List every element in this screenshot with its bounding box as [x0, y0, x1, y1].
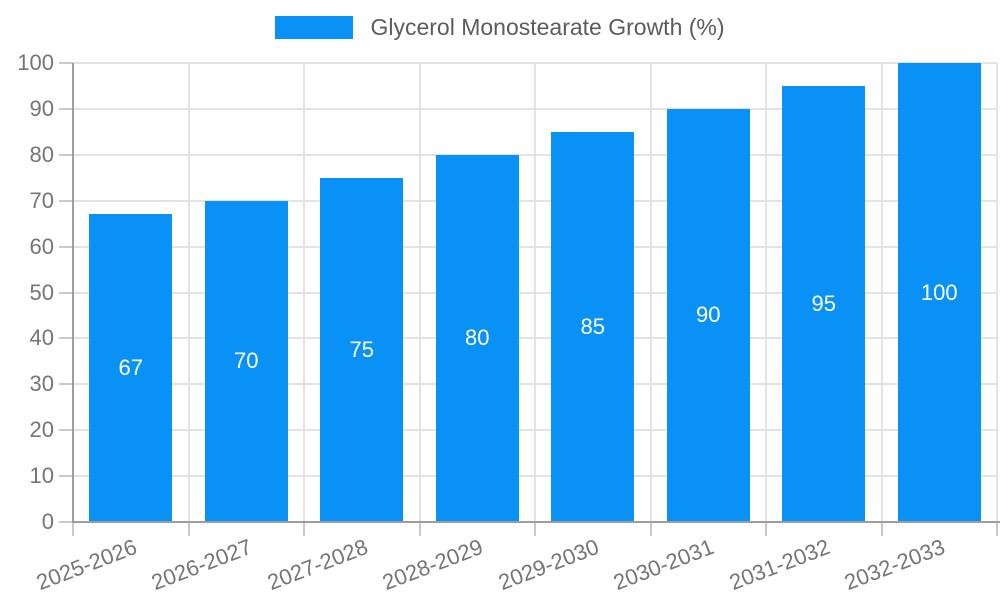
plot-area: 67 70 75 80 85 90 95 100: [72, 62, 998, 522]
y-axis-tick: [59, 62, 73, 64]
y-axis-tick: [59, 291, 73, 294]
x-axis-label: 2031-2032: [725, 534, 833, 596]
bar-2032-2033: [897, 63, 981, 522]
y-axis-tick: [59, 245, 73, 248]
y-axis-label: 60: [29, 233, 54, 259]
y-axis-label: 40: [29, 325, 54, 351]
gridline-vertical: [303, 63, 305, 522]
gridline-vertical: [418, 63, 421, 522]
x-axis-label: 2026-2027: [148, 534, 256, 596]
y-axis-tick: [59, 383, 73, 386]
x-axis-label: 2032-2033: [841, 534, 949, 596]
legend-swatch: [275, 15, 354, 39]
y-axis-label: 10: [29, 463, 54, 489]
gridline-vertical: [996, 63, 998, 522]
y-axis-tick: [59, 337, 73, 340]
y-axis-tick: [59, 153, 73, 156]
bar-value-label: 80: [465, 325, 490, 351]
y-axis-tick: [59, 107, 73, 110]
bar-2030-2031: [666, 108, 750, 522]
bar-2029-2030: [551, 131, 635, 522]
gridline-vertical: [534, 63, 536, 522]
y-axis-label: 80: [29, 141, 54, 167]
gridline-vertical: [649, 63, 652, 522]
legend-label: Glycerol Monostearate Growth (%): [370, 14, 725, 40]
y-axis-tick: [59, 199, 73, 202]
bar-value-label: 85: [580, 313, 605, 339]
y-axis-label: 100: [17, 50, 54, 75]
bar-2027-2028: [320, 177, 404, 522]
x-axis-label: 2030-2031: [610, 534, 718, 596]
bar-value-label: 95: [811, 290, 836, 316]
y-axis-tick: [59, 475, 73, 478]
bar-value-label: 75: [349, 336, 374, 362]
y-axis-label: 90: [29, 95, 54, 121]
x-axis-label: 2029-2030: [494, 534, 602, 596]
x-axis-tick: [534, 523, 536, 536]
gridline-vertical: [187, 63, 190, 522]
x-axis-label: 2028-2029: [379, 534, 487, 596]
bar-value-label: 67: [118, 355, 143, 381]
x-axis-label: 2025-2026: [32, 534, 140, 596]
gridline-vertical: [765, 63, 767, 522]
x-axis-tick: [996, 523, 998, 536]
bar-value-label: 90: [696, 302, 721, 328]
x-axis-tick: [72, 523, 74, 536]
x-axis-tick: [418, 523, 421, 536]
legend: Glycerol Monostearate Growth (%): [0, 13, 1000, 41]
y-axis-label: 50: [29, 279, 54, 305]
x-axis-label: 2027-2028: [263, 534, 371, 596]
x-axis-tick: [649, 523, 652, 536]
y-axis-label: 0: [41, 509, 54, 534]
gridline-vertical: [880, 63, 883, 522]
y-axis-tick: [59, 429, 73, 432]
x-axis-tick: [880, 523, 883, 536]
x-axis-line: [72, 521, 1000, 523]
bar-2031-2032: [782, 85, 866, 522]
bar-value-label: 70: [234, 348, 259, 374]
y-axis-label: 20: [29, 417, 54, 443]
y-axis-line: [72, 63, 74, 522]
y-axis-label: 70: [29, 187, 54, 213]
bar-value-label: 100: [920, 279, 958, 305]
y-axis-label: 30: [29, 371, 54, 397]
x-axis-tick: [187, 523, 190, 536]
y-axis-tick: [59, 521, 73, 523]
bar-2026-2027: [204, 200, 288, 522]
bar-2025-2026: [89, 214, 173, 522]
x-axis-tick: [765, 523, 767, 536]
bar-2028-2029: [435, 154, 519, 522]
x-axis-tick: [303, 523, 305, 536]
